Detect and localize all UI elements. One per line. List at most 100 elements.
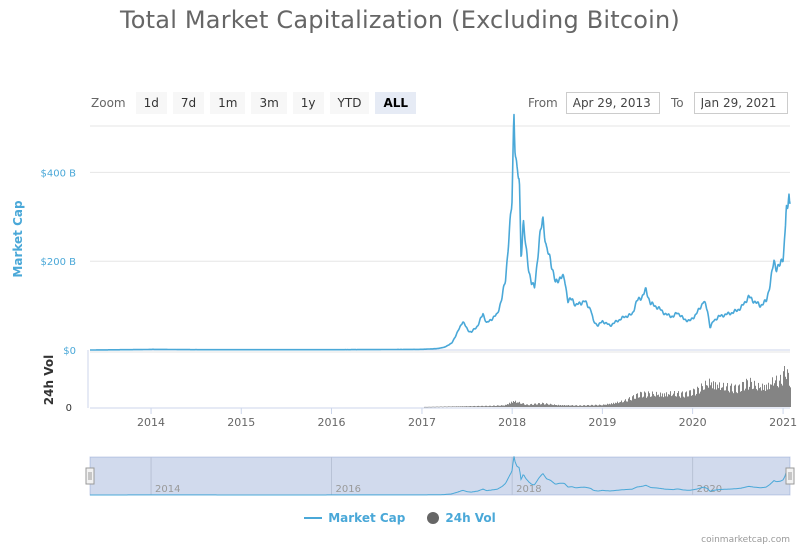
volume-bar — [425, 406, 426, 408]
volume-bar — [627, 401, 628, 407]
volume-bar — [645, 392, 646, 407]
volume-bar — [588, 404, 589, 407]
volume-bar — [486, 405, 487, 407]
volume-bar — [594, 405, 595, 407]
volume-bar — [549, 404, 550, 407]
volume-bar — [634, 398, 635, 407]
volume-bar — [581, 405, 582, 407]
volume-bar — [468, 406, 469, 407]
navigator-left-handle[interactable] — [85, 467, 95, 485]
volume-bar — [502, 405, 503, 407]
volume-bar — [430, 406, 431, 408]
volume-bar — [641, 392, 642, 407]
volume-bar — [569, 405, 570, 407]
volume-bar — [680, 397, 681, 407]
volume-bar — [709, 378, 710, 407]
zoom-7d-button[interactable]: 7d — [172, 92, 205, 114]
zoom-3m-button[interactable]: 3m — [251, 92, 287, 114]
volume-bar — [547, 403, 548, 407]
volume-bar — [560, 405, 561, 407]
zoom-all-button[interactable]: ALL — [375, 92, 417, 114]
range-from-input[interactable] — [565, 92, 660, 114]
volume-bar — [439, 406, 440, 408]
volume-bar — [725, 390, 726, 407]
volume-bar — [500, 405, 501, 407]
navigator-gridlines: 2014 2016 2018 2020 — [150, 457, 722, 495]
volume-bar — [488, 406, 489, 407]
volume-bar — [707, 385, 708, 407]
volume-bar — [657, 395, 658, 407]
volume-bar — [539, 403, 540, 407]
chart-title: Total Market Capitalization (Excluding B… — [120, 6, 680, 34]
volume-bar — [726, 386, 727, 407]
volume-bar — [492, 406, 493, 407]
legend-item-volume[interactable]: 24h Vol — [427, 511, 496, 525]
volume-bar — [519, 401, 520, 407]
x-tick-label: 2021 — [769, 416, 797, 429]
volume-bar — [785, 376, 786, 407]
volume-bar — [648, 391, 649, 407]
volume-bar — [721, 387, 722, 407]
navigator-selection[interactable] — [90, 457, 790, 495]
volume-bar — [484, 406, 485, 407]
x-tick-label: 2019 — [588, 416, 616, 429]
zoom-ytd-button[interactable]: YTD — [329, 92, 370, 114]
volume-bar — [769, 389, 770, 407]
volume-bar — [682, 391, 683, 407]
volume-bar — [607, 403, 608, 407]
legend-item-market-cap[interactable]: Market Cap — [304, 511, 405, 525]
volume-bar — [674, 391, 675, 407]
zoom-1y-button[interactable]: 1y — [292, 92, 324, 114]
volume-bar — [603, 404, 604, 407]
volume-bar — [533, 404, 534, 407]
volume-bar — [737, 393, 738, 407]
volume-bar — [452, 406, 453, 407]
volume-bar — [672, 395, 673, 407]
volume-bar — [522, 403, 523, 407]
volume-bar — [565, 405, 566, 407]
volume-bar — [684, 397, 685, 407]
volume-bar — [764, 384, 765, 407]
volume-bar — [433, 406, 434, 408]
volume-bar — [497, 405, 498, 407]
volume-bar — [505, 404, 506, 407]
volume-bar — [443, 406, 444, 408]
volume-bar — [576, 405, 577, 407]
volume-bar — [609, 403, 610, 407]
volume-bar — [535, 403, 536, 407]
volume-bar — [605, 404, 606, 407]
x-tick-label: 2017 — [408, 416, 436, 429]
volume-bar — [587, 405, 588, 407]
navigator-right-handle[interactable] — [785, 467, 795, 485]
volume-bar — [728, 390, 729, 407]
volume-bar — [761, 390, 762, 407]
volume-bar — [678, 391, 679, 407]
volume-axis-title: 24h Vol — [42, 355, 56, 405]
volume-bar — [745, 388, 746, 407]
volume-bar — [483, 406, 484, 407]
volume-bar — [557, 405, 558, 407]
navigator-series-line — [90, 456, 791, 496]
zoom-1d-button[interactable]: 1d — [135, 92, 167, 114]
volume-bar — [524, 404, 525, 407]
volume-bar — [741, 390, 742, 407]
volume-bar — [665, 396, 666, 407]
volume-bar — [534, 403, 535, 407]
volume-bar — [451, 406, 452, 408]
volume-bar — [738, 385, 739, 407]
volume-bar — [720, 389, 721, 407]
main-gridlines — [90, 171, 790, 351]
volume-bar — [679, 396, 680, 407]
volume-bar — [511, 401, 512, 407]
volume-bar — [501, 405, 502, 407]
volume-bar — [686, 391, 687, 407]
volume-bar — [537, 404, 538, 407]
volume-bar — [567, 405, 568, 407]
credit-link[interactable]: coinmarketcap.com — [701, 535, 790, 545]
zoom-1m-button[interactable]: 1m — [210, 92, 246, 114]
volume-bar — [427, 406, 428, 408]
volume-bar — [441, 406, 442, 408]
range-to-input[interactable] — [693, 92, 788, 114]
range-from: From — [528, 92, 660, 114]
market-cap-series-line[interactable] — [89, 113, 791, 351]
